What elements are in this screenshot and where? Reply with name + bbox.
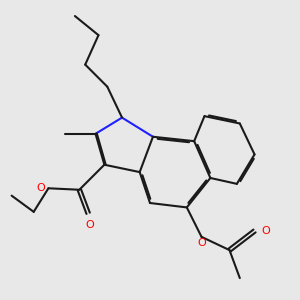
Text: O: O [261,226,270,236]
Text: O: O [85,220,94,230]
Text: O: O [197,238,206,248]
Text: O: O [36,183,45,193]
